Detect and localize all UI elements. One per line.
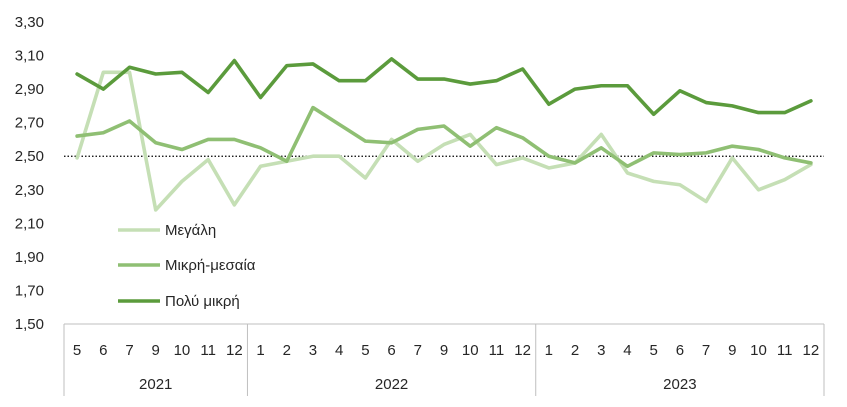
x-tick-label: 6 [387, 342, 395, 359]
series-line-3 [75, 57, 813, 117]
x-tick-label: 5 [361, 342, 369, 359]
series-line-1 [75, 70, 813, 212]
x-tick-label: 10 [750, 342, 767, 359]
x-tick-label: 7 [414, 342, 422, 359]
x-tick-label: 4 [623, 342, 631, 359]
y-tick-label: 1,70 [15, 282, 44, 299]
y-axis-tick-labels: 1,50 1,70 1,90 2,10 2,30 2,50 2,70 2,90 3,10 3,30 [15, 14, 44, 333]
y-tick-label: 3,10 [15, 48, 44, 65]
legend-label: Μικρή-μεσαία [165, 257, 256, 274]
x-tick-label: 1 [256, 342, 264, 359]
x-tick-label: 12 [514, 342, 531, 359]
x-tick-label: 10 [174, 342, 191, 359]
legend: Μεγάλη Μικρή-μεσαία Πολύ μικρή [118, 222, 256, 310]
x-tick-label: 9 [152, 342, 160, 359]
year-group-label: 2021 [139, 376, 172, 393]
x-tick-label: 6 [99, 342, 107, 359]
y-tick-label: 2,90 [15, 81, 44, 98]
x-tick-label: 4 [335, 342, 343, 359]
x-tick-label: 11 [489, 342, 505, 359]
x-tick-label: 11 [200, 342, 216, 359]
x-tick-label: 10 [462, 342, 479, 359]
y-tick-label: 2,50 [15, 148, 44, 165]
x-tick-label: 12 [803, 342, 820, 359]
x-tick-label: 2 [571, 342, 579, 359]
y-tick-label: 2,30 [15, 182, 44, 199]
y-tick-label: 1,90 [15, 249, 44, 266]
legend-label: Πολύ μικρή [165, 293, 240, 310]
y-tick-label: 2,70 [15, 115, 44, 132]
series-line-2 [75, 105, 813, 169]
x-tick-label: 12 [226, 342, 243, 359]
year-group-label: 2023 [663, 376, 696, 393]
x-tick-label: 9 [728, 342, 736, 359]
x-tick-label: 2 [283, 342, 291, 359]
x-tick-label: 3 [597, 342, 605, 359]
x-tick-label: 6 [676, 342, 684, 359]
x-tick-label: 7 [125, 342, 133, 359]
x-tick-label: 9 [440, 342, 448, 359]
y-tick-label: 3,30 [15, 14, 44, 31]
legend-label: Μεγάλη [165, 222, 216, 239]
y-tick-label: 1,50 [15, 316, 44, 333]
x-tick-label: 5 [73, 342, 81, 359]
x-tick-label: 7 [702, 342, 710, 359]
x-tick-label: 5 [649, 342, 657, 359]
x-tick-label: 1 [545, 342, 553, 359]
x-tick-label: 3 [309, 342, 317, 359]
x-tick-label: 11 [777, 342, 793, 359]
y-tick-label: 2,10 [15, 215, 44, 232]
x-axis: 5 6 7 9 10 11 12 1 2 3 4 5 6 7 9 10 11 12 1 2 3 4 5 6 7 9 10 11 1220… [63, 323, 825, 396]
series-layer [75, 57, 813, 212]
year-group-label: 2022 [375, 376, 408, 393]
